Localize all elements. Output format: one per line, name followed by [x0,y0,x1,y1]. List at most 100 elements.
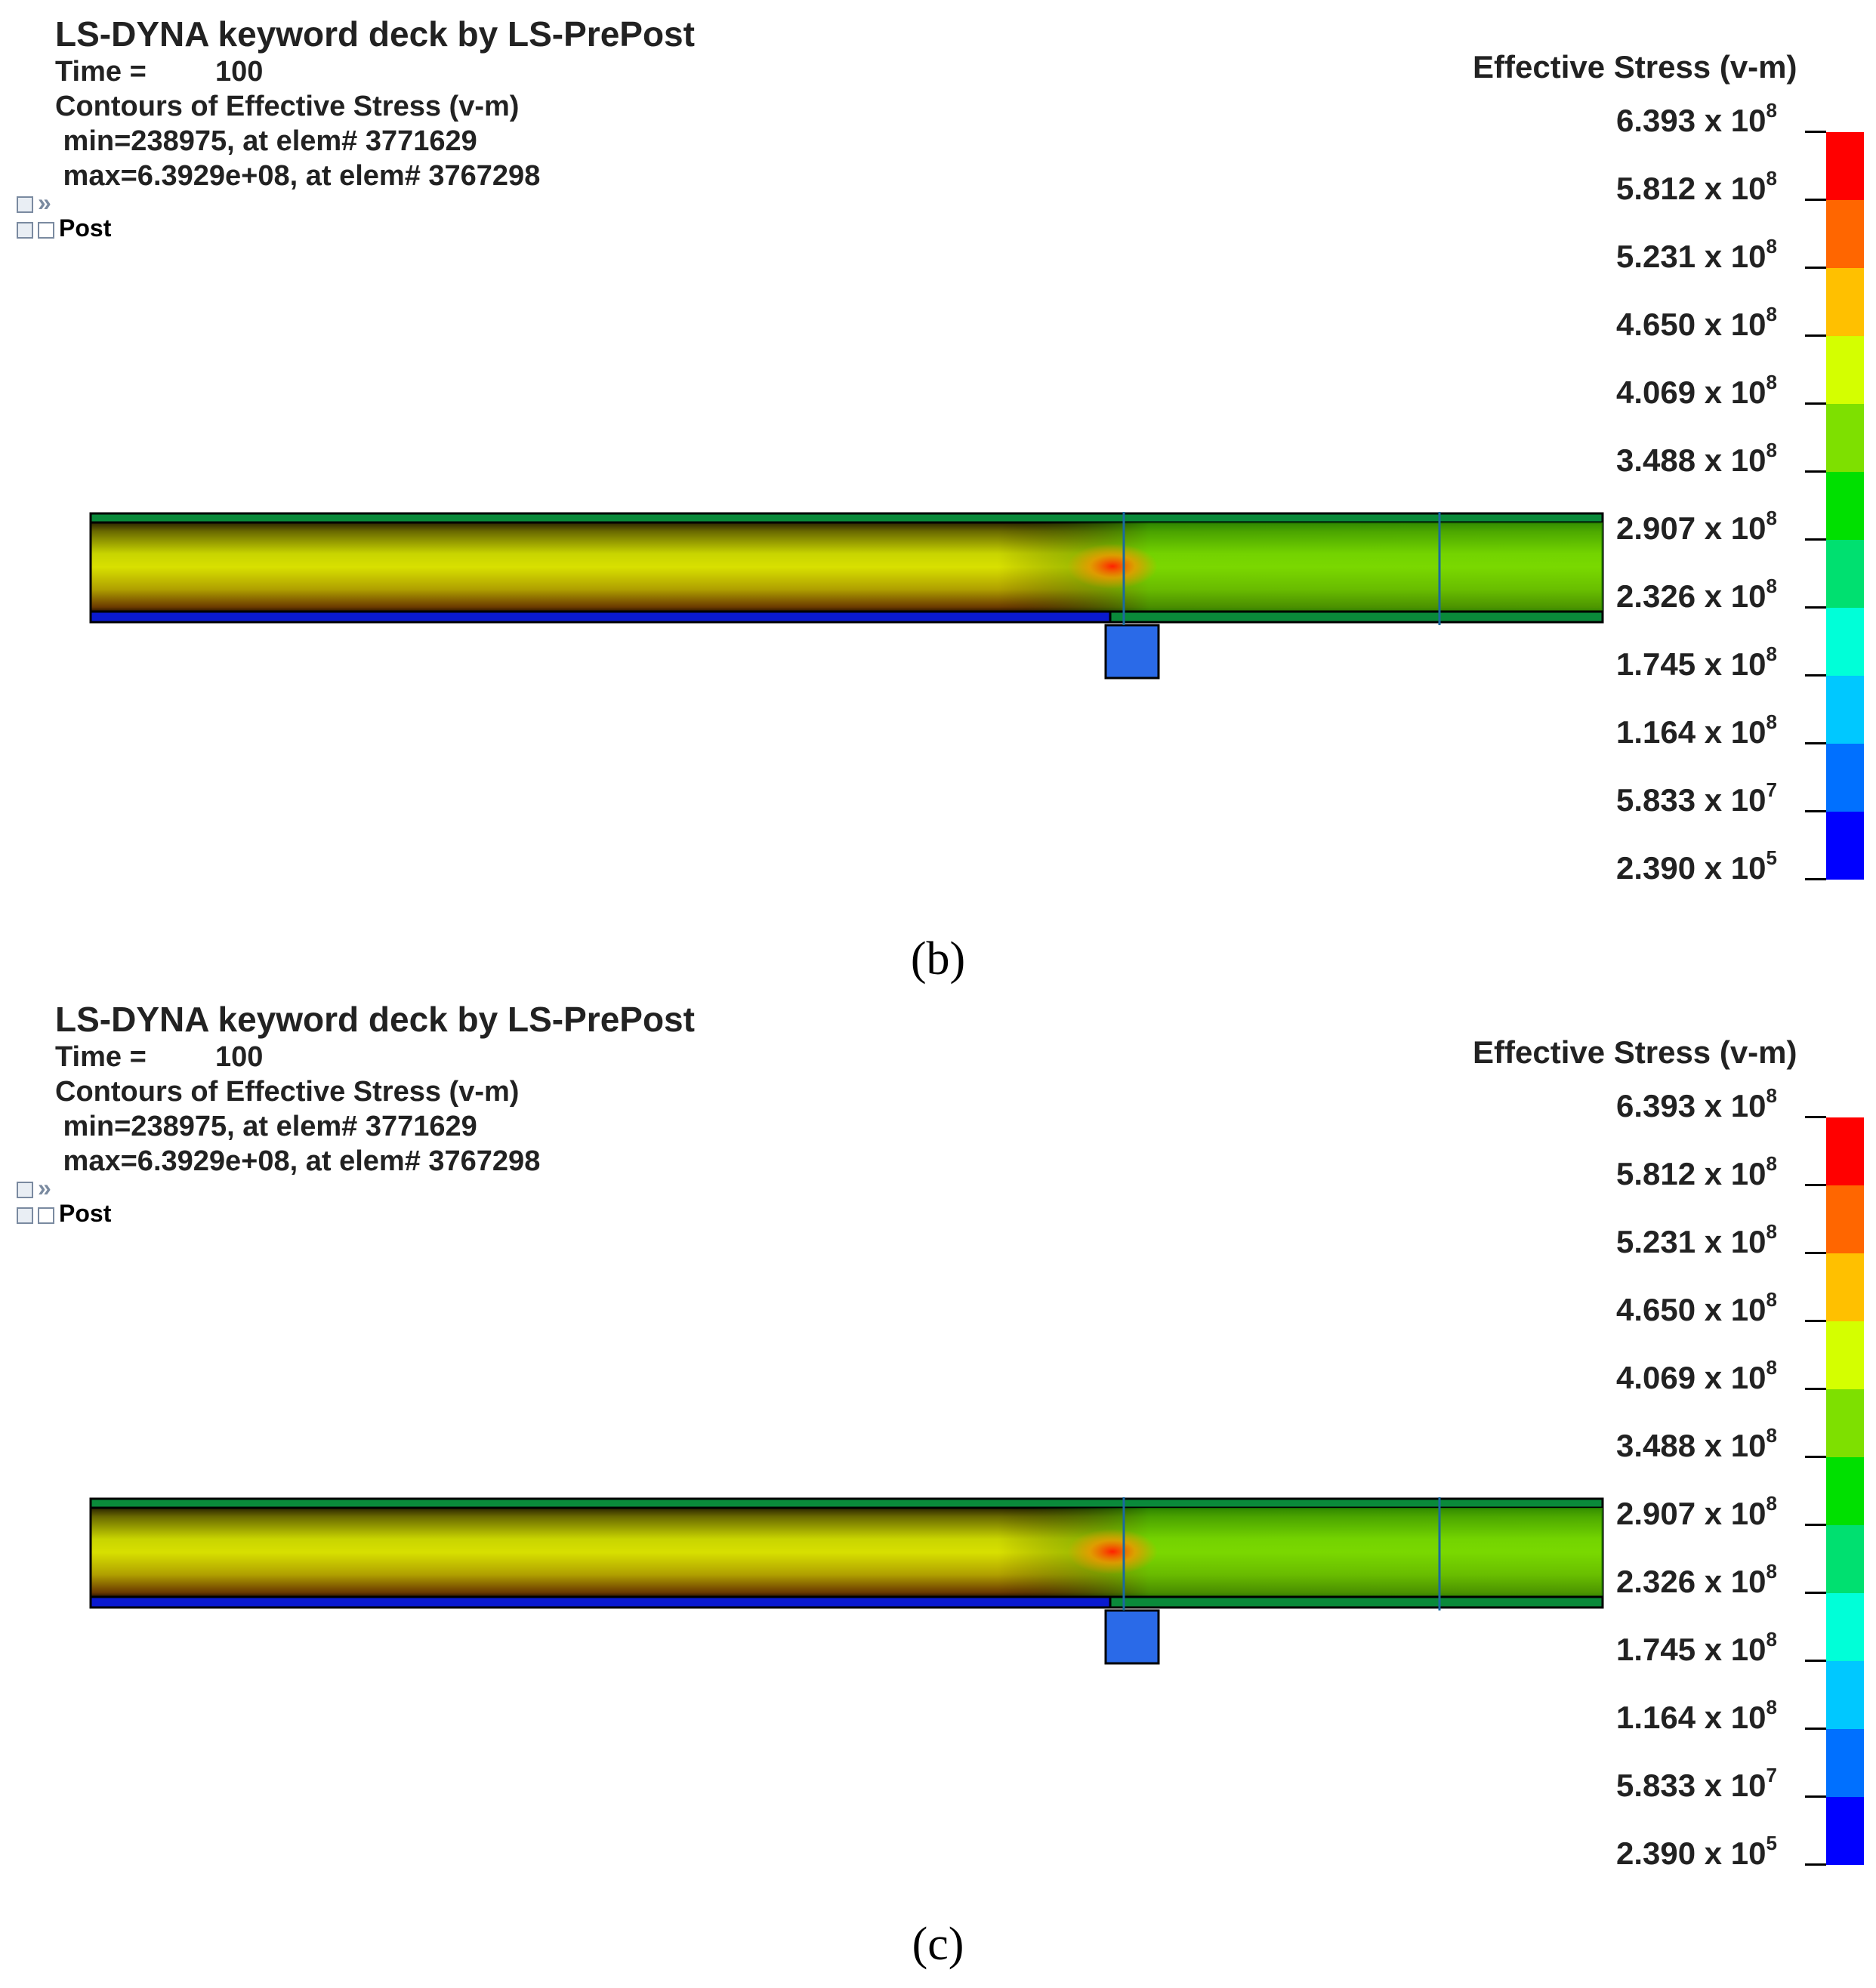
tick-mantissa: 2.326 [1616,1564,1696,1599]
legend-tick-label: 3.488 x 108 [1616,1424,1777,1464]
tick-exponent: 8 [1766,167,1777,190]
legend-tick-mark [1805,1524,1826,1526]
legend-tick-label: 5.231 x 108 [1616,1220,1777,1260]
panel-b: LS-DYNA keyword deck by LS-PrePost Time … [0,0,1876,985]
tick-mantissa: 1.745 [1616,646,1696,682]
tick-exponent: 8 [1766,371,1777,393]
legend-tick-mark [1805,606,1826,609]
legend-tick-label: 2.907 x 108 [1616,1492,1777,1532]
tick-mantissa: 4.650 [1616,307,1696,342]
tree-item-label: Post [59,1200,112,1227]
legend-tick-label: 1.164 x 108 [1616,710,1777,751]
expand-tree-icon[interactable] [17,221,33,239]
tick-mantissa: 2.390 [1616,850,1696,886]
tick-exponent: 8 [1766,575,1777,597]
legend-tick-mark [1805,810,1826,812]
colorbar-segment [1826,1661,1864,1729]
legend-tick-label: 2.907 x 108 [1616,507,1777,547]
tick-mantissa: 2.390 [1616,1835,1696,1871]
tick-times-ten: x 10 [1695,782,1766,818]
legend-tick-label: 4.069 x 108 [1616,371,1777,411]
tick-exponent: 8 [1766,1560,1777,1583]
tick-mantissa: 2.907 [1616,510,1696,546]
legend-tick-mark [1805,1456,1826,1458]
legend-title: Effective Stress (v-m) [1473,1034,1797,1070]
tick-exponent: 8 [1766,643,1777,665]
expand-arrows-icon[interactable]: » [38,189,51,216]
tick-mantissa: 5.231 [1616,1224,1696,1259]
tick-exponent: 8 [1766,507,1777,529]
tick-mantissa: 3.488 [1616,442,1696,478]
legend-tick-label: 2.326 x 108 [1616,575,1777,615]
colorbar-segment [1826,1729,1864,1797]
legend-tick-label: 2.326 x 108 [1616,1560,1777,1600]
tick-mantissa: 5.231 [1616,239,1696,274]
colorbar-segment [1826,1593,1864,1661]
tick-times-ten: x 10 [1695,714,1766,750]
legend-tick-mark [1805,1728,1826,1730]
checkbox-icon[interactable] [38,221,54,239]
colorbar-segment [1826,404,1864,472]
tree-item-post[interactable]: Post [17,1200,111,1228]
time-value: 100 [215,1041,264,1073]
tick-exponent: 8 [1766,439,1777,461]
time-value: 100 [215,56,264,88]
tick-times-ten: x 10 [1695,1224,1766,1259]
legend-tick-mark [1805,742,1826,744]
legend-tick-label: 4.650 x 108 [1616,303,1777,343]
colorbar-segment [1826,336,1864,404]
tick-exponent: 8 [1766,1356,1777,1379]
legend-tick-label: 2.390 x 105 [1616,1832,1777,1872]
legend-tick-mark [1805,1592,1826,1594]
tick-mantissa: 6.393 [1616,1088,1696,1123]
colorbar-segment [1826,1321,1864,1389]
tick-exponent: 8 [1766,235,1777,257]
legend-tick-mark [1805,1116,1826,1118]
legend-tick-mark [1805,1660,1826,1662]
colorbar-segment [1826,472,1864,540]
tick-times-ten: x 10 [1695,1292,1766,1327]
legend-tick-mark [1805,131,1826,133]
panel-c: LS-DYNA keyword deck by LS-PrePost Time … [0,985,1876,1970]
min-readout: min=238975, at elem# 3771629 [55,1111,477,1142]
legend-tick-mark [1805,199,1826,201]
colorbar [1826,1117,1864,1865]
legend-tick-mark [1805,334,1826,337]
colorbar-segment [1826,268,1864,336]
min-readout: min=238975, at elem# 3771629 [55,125,477,157]
tick-times-ten: x 10 [1695,1496,1766,1531]
tick-exponent: 8 [1766,1288,1777,1311]
colorbar-segment [1826,200,1864,268]
tree-item-post[interactable]: Post [17,214,111,242]
legend-tick-mark [1805,402,1826,405]
expand-arrows-icon[interactable]: » [38,1174,51,1201]
tick-times-ten: x 10 [1695,1835,1766,1871]
colorbar-segment [1826,1457,1864,1525]
legend-tick-mark [1805,674,1826,677]
fem-model-view[interactable] [89,1484,1607,1672]
checkbox-icon[interactable] [38,1207,54,1224]
tree-collapse-control[interactable]: » [17,189,51,217]
legend-tick-label: 1.745 x 108 [1616,643,1777,683]
tick-times-ten: x 10 [1695,1156,1766,1191]
legend-tick-mark [1805,267,1826,269]
viewer-title: LS-DYNA keyword deck by LS-PrePost [55,14,695,54]
colorbar-segment [1826,132,1864,200]
tick-mantissa: 5.833 [1616,782,1696,818]
panel-icon[interactable] [17,1181,33,1198]
tick-times-ten: x 10 [1695,1632,1766,1667]
legend-tick-label: 4.069 x 108 [1616,1356,1777,1396]
fem-model-view[interactable] [89,498,1607,687]
tick-times-ten: x 10 [1695,442,1766,478]
legend-tick-label: 5.833 x 107 [1616,778,1777,818]
tick-exponent: 8 [1766,1220,1777,1243]
panel-icon[interactable] [17,196,33,213]
legend-tick-label: 6.393 x 108 [1616,1084,1777,1124]
tick-exponent: 8 [1766,1152,1777,1175]
expand-tree-icon[interactable] [17,1207,33,1224]
tree-collapse-control[interactable]: » [17,1174,51,1202]
tick-mantissa: 1.164 [1616,714,1696,750]
tick-exponent: 8 [1766,1696,1777,1718]
tick-times-ten: x 10 [1695,850,1766,886]
tick-exponent: 8 [1766,1492,1777,1515]
